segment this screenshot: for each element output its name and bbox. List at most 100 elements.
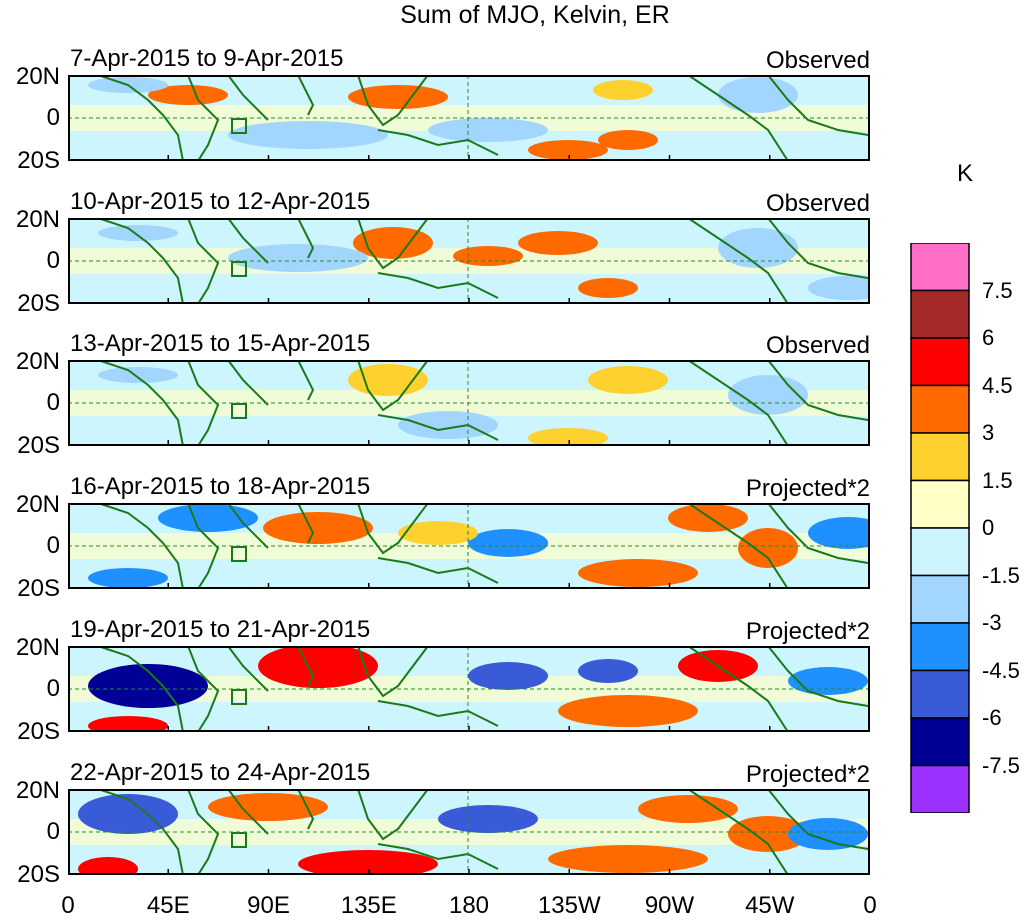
anomaly-map-panel — [68, 646, 870, 732]
coastline — [377, 414, 499, 441]
anomaly-region — [398, 521, 478, 545]
x-tick-label: 135E — [340, 892, 397, 919]
anomaly-region — [98, 225, 178, 241]
y-tick-label: 0 — [46, 247, 60, 274]
colorbar-swatch — [910, 574, 970, 624]
anomaly-region — [548, 845, 708, 873]
y-tick-label: 0 — [46, 818, 60, 845]
y-tick-label: 0 — [46, 532, 60, 559]
coastline — [97, 218, 184, 304]
anomaly-map-panel — [68, 218, 870, 304]
coastline — [187, 218, 220, 304]
colorbar-tick-label: -3 — [982, 610, 1002, 635]
colorbar-tick-label: -4.5 — [982, 657, 1020, 683]
colorbar-swatch — [910, 717, 970, 767]
anomaly-region — [78, 794, 178, 834]
colorbar-swatch — [910, 289, 970, 339]
y-tick-label: 20N — [15, 63, 60, 90]
anomaly-region — [668, 504, 748, 532]
coastline — [227, 503, 269, 549]
coastline — [357, 218, 429, 270]
coastline — [357, 360, 429, 412]
panel-date-range: 13-Apr-2015 to 15-Apr-2015 — [70, 330, 371, 357]
colorbar — [910, 243, 970, 813]
y-tick-label: 20S — [17, 290, 60, 317]
y-tick-label: 20S — [17, 432, 60, 459]
anomaly-region — [158, 504, 258, 532]
coastline — [297, 646, 315, 687]
y-tick-label: 20N — [15, 491, 60, 518]
coastline — [687, 360, 789, 446]
colorbar-tick-label: 4.5 — [982, 372, 1013, 398]
coastline — [767, 789, 869, 850]
coastline — [767, 75, 869, 136]
colorbar-tick-label: 3 — [982, 420, 995, 445]
coastline — [187, 360, 220, 446]
coastline — [97, 789, 184, 875]
coastline — [357, 646, 429, 698]
coastline — [227, 789, 269, 835]
anomaly-region — [728, 816, 808, 852]
colorbar-swatch — [910, 669, 970, 719]
anomaly-region — [258, 646, 378, 688]
anomaly-region — [98, 367, 178, 383]
coastline — [227, 646, 269, 692]
anomaly-region — [788, 667, 868, 695]
anomaly-region — [788, 818, 868, 850]
coastline — [97, 503, 184, 589]
x-tick-label: 90E — [247, 892, 290, 919]
x-tick-label: 45W — [745, 892, 795, 919]
coastline — [687, 646, 789, 732]
colorbar-tick-label: -1.5 — [982, 562, 1020, 588]
y-tick-label: 20N — [15, 348, 60, 375]
coastline — [97, 360, 184, 446]
coastline — [187, 503, 220, 589]
coastline — [357, 503, 429, 555]
anomaly-region — [558, 695, 698, 727]
colorbar-swatch — [910, 479, 970, 529]
x-tick-label: 135W — [537, 892, 601, 919]
coastline — [297, 789, 315, 830]
coastline — [297, 503, 315, 544]
colorbar-swatch — [910, 337, 970, 387]
coastline — [687, 503, 789, 589]
coastline — [227, 360, 269, 406]
anomaly-region — [528, 428, 608, 446]
coastline — [97, 75, 184, 161]
coastline — [227, 75, 269, 121]
y-tick-label: 0 — [46, 675, 60, 702]
y-tick-label: 20N — [15, 777, 60, 804]
coastline — [187, 789, 220, 875]
colorbar-tick-label: 0 — [982, 515, 995, 540]
panel-status-label: Observed — [765, 190, 870, 217]
coastline — [687, 218, 789, 304]
anomaly-region — [718, 77, 798, 113]
panel-date-range: 16-Apr-2015 to 18-Apr-2015 — [70, 473, 371, 500]
colorbar-tick-label: 6 — [982, 325, 995, 350]
anomaly-region — [808, 276, 870, 300]
coastline — [767, 646, 869, 707]
coastline — [377, 843, 499, 870]
anomaly-region — [88, 664, 208, 708]
anomaly-region — [263, 512, 373, 544]
y-tick-label: 20S — [17, 861, 60, 888]
anomaly-region — [148, 85, 228, 105]
anomaly-region — [593, 80, 653, 100]
y-tick-label: 20N — [15, 206, 60, 233]
figure-title: Sum of MJO, Kelvin, ER — [400, 1, 670, 29]
anomaly-region — [718, 228, 798, 268]
panel-status-label: Projected*2 — [745, 761, 870, 788]
anomaly-region — [468, 662, 548, 690]
y-tick-label: 20S — [17, 718, 60, 745]
coastline — [297, 75, 315, 116]
anomaly-map-panel — [68, 75, 870, 161]
anomaly-region — [78, 857, 138, 875]
anomaly-map-panel — [68, 360, 870, 446]
anomaly-region — [88, 568, 168, 588]
anomaly-region — [518, 231, 598, 255]
x-tick-label: 90W — [644, 892, 695, 919]
coastline — [687, 789, 789, 875]
coastline — [357, 75, 429, 127]
coastline — [767, 218, 869, 279]
y-tick-label: 20S — [17, 147, 60, 174]
